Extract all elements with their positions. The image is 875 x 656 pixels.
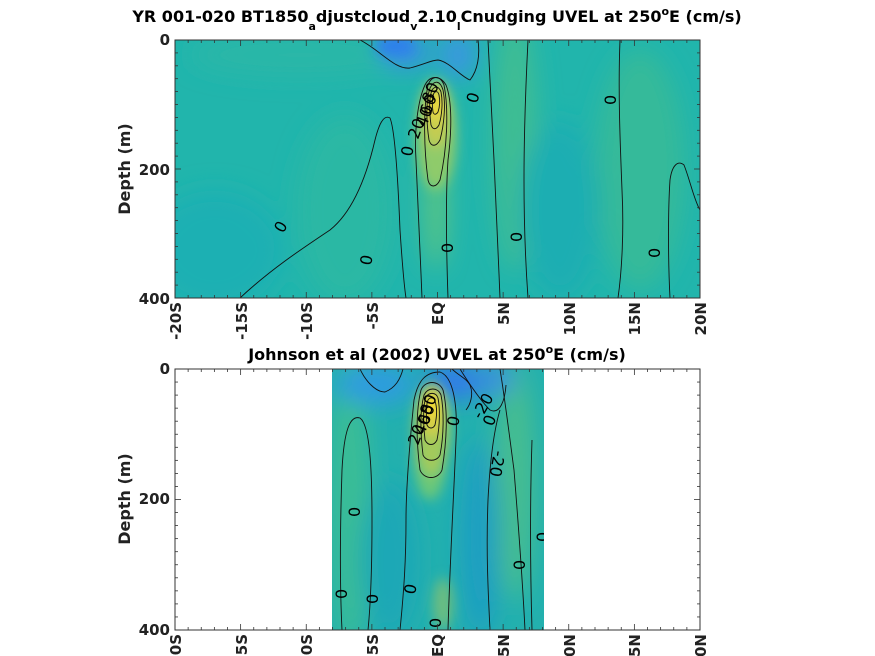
panel1-contours — [239, 40, 700, 298]
y-tick-label: 0 — [160, 31, 170, 49]
y-tick-label: 200 — [139, 161, 170, 179]
contour-label: -20 — [486, 449, 509, 478]
x-tick-label: 5N — [495, 634, 513, 656]
x-tick-label: 20N — [692, 634, 710, 656]
contour-label: 0 — [510, 560, 529, 570]
panel2-title: Johnson et al (2002) UVEL at 250oE (cm/s… — [247, 343, 626, 364]
x-tick-label: 5N — [495, 302, 513, 325]
x-tick-label: -5S — [364, 634, 382, 656]
x-tick-label: 10N — [561, 302, 579, 335]
panel-model: YR 001-020 BT1850adjustcloudv2.10lCnudgi… — [115, 5, 742, 340]
y-tick-label: 200 — [139, 490, 170, 508]
x-tick-label: -20S — [167, 302, 185, 340]
panel1-ticks — [174, 39, 701, 299]
panel1-x-ticklabels: -20S -15S -10S -5S EQ 5N 10N 15N 20N — [167, 302, 710, 340]
panel-observations: Johnson et al (2002) UVEL at 250oE (cm/s… — [115, 343, 710, 656]
x-tick-label: -15S — [233, 302, 251, 340]
x-tick-label: -15S — [233, 634, 251, 656]
x-tick-label: EQ — [429, 634, 447, 656]
y-axis-label: Depth (m) — [115, 123, 134, 215]
contour-label: 0 — [426, 618, 445, 628]
y-tick-label: 400 — [139, 621, 170, 639]
x-tick-label: 10N — [561, 634, 579, 656]
y-axis-label: Depth (m) — [115, 453, 134, 545]
panel1-contour-labels: 0 0 0 0 0 0 0 0 0 20 40 60 80 — [270, 80, 664, 267]
contour-label: 0 — [507, 232, 526, 242]
contour-label: 0 — [601, 95, 620, 105]
x-tick-label: 20N — [692, 302, 710, 335]
contour-label: 0 — [332, 589, 351, 599]
panel2-field: 0 0 0 0 0 0 0 0 0 -20 -20 20 40 60 80 — [332, 369, 552, 630]
contour-label: 0 — [363, 594, 382, 604]
x-tick-label: EQ — [429, 302, 447, 325]
contour-label: 0 — [345, 507, 364, 517]
x-tick-label: -10S — [298, 302, 316, 340]
y-tick-label: 400 — [139, 290, 170, 308]
contour-label: 0 — [400, 582, 420, 595]
x-tick-label: -5S — [364, 302, 382, 329]
x-tick-label: 15N — [626, 634, 644, 656]
contour-label: 0 — [645, 248, 664, 258]
x-tick-label: -20S — [167, 634, 185, 656]
contour-label: 0 — [533, 532, 552, 542]
panel2-contours — [340, 369, 533, 630]
contour-label: 0 — [463, 90, 484, 105]
x-tick-label: 15N — [626, 302, 644, 335]
y-tick-label: 0 — [160, 360, 170, 378]
panel2-x-ticklabels: -20S -15S -10S -5S EQ 5N 10N 15N 20N — [167, 634, 710, 656]
contour-label: 0 — [438, 243, 457, 253]
contour-label: 0 — [356, 253, 376, 266]
contour-label: 0 — [397, 144, 417, 157]
x-tick-label: -10S — [298, 634, 316, 656]
panel1-field: 0 0 0 0 0 0 0 0 0 20 40 60 80 — [175, 40, 700, 298]
contour-label: 0 — [443, 414, 463, 427]
panel2-ticks — [174, 368, 701, 631]
panel1-title: YR 001-020 BT1850adjustcloudv2.10lCnudgi… — [131, 5, 741, 33]
